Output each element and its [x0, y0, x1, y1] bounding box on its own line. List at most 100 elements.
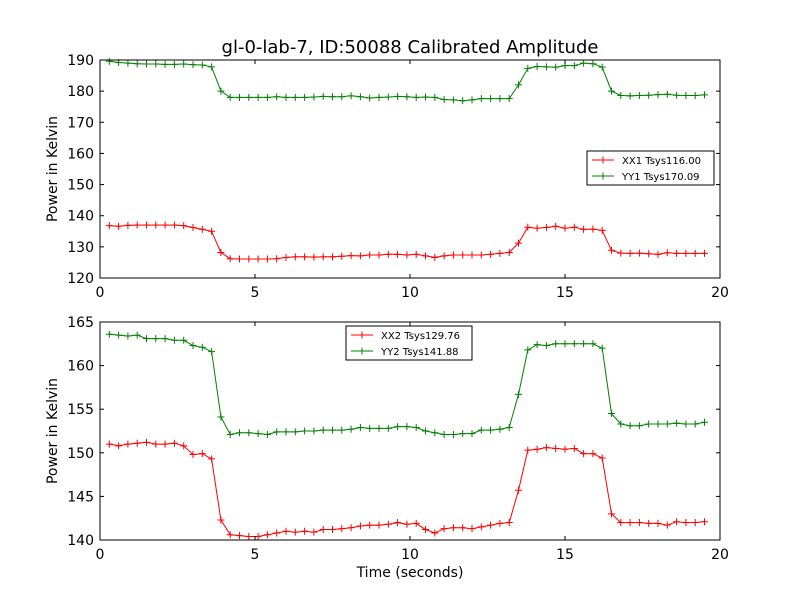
data-point	[263, 531, 271, 539]
data-point	[319, 92, 327, 100]
data-point	[217, 248, 225, 256]
data-point	[245, 255, 253, 263]
data-point	[524, 346, 532, 354]
data-point	[366, 521, 374, 529]
data-point	[440, 525, 448, 533]
data-point	[208, 348, 216, 356]
data-point	[645, 250, 653, 258]
data-point	[133, 221, 141, 229]
data-point	[208, 455, 216, 463]
data-point	[487, 250, 495, 258]
data-point	[533, 341, 541, 349]
data-point	[254, 93, 262, 101]
data-point	[152, 440, 160, 448]
data-point	[403, 251, 411, 259]
data-point	[449, 251, 457, 259]
data-point	[291, 528, 299, 536]
data-point	[263, 255, 271, 263]
data-point	[189, 224, 197, 232]
data-point	[301, 93, 309, 101]
data-point	[505, 95, 513, 103]
data-point	[170, 60, 178, 68]
data-point	[617, 249, 625, 257]
data-point	[701, 518, 708, 526]
data-point	[263, 93, 271, 101]
data-point	[663, 249, 671, 257]
data-point	[673, 419, 681, 427]
x-tick-label: 10	[401, 285, 419, 301]
data-point	[403, 93, 411, 101]
data-point	[468, 251, 476, 259]
x-tick-label: 5	[251, 285, 260, 301]
data-point	[245, 429, 253, 437]
data-point	[431, 93, 439, 101]
y-tick-label: 150	[67, 178, 94, 194]
data-point	[198, 225, 206, 233]
data-point	[617, 420, 625, 428]
data-point	[422, 252, 429, 260]
data-point	[561, 224, 569, 232]
data-point	[635, 422, 643, 430]
data-point	[487, 95, 495, 103]
data-point	[170, 336, 178, 344]
data-point	[598, 63, 606, 71]
data-point	[496, 519, 504, 527]
data-point	[384, 250, 392, 258]
data-point	[310, 528, 318, 536]
data-point	[236, 429, 243, 437]
y-tick-label: 180	[67, 84, 94, 100]
data-point	[682, 249, 690, 257]
y-tick-label: 140	[67, 533, 94, 549]
data-point	[105, 57, 113, 65]
data-point	[635, 519, 643, 527]
data-point	[375, 521, 383, 529]
data-point	[561, 340, 569, 348]
data-point	[701, 418, 708, 426]
data-point	[701, 249, 708, 257]
data-point	[663, 90, 671, 98]
data-point	[189, 342, 197, 350]
data-point	[217, 516, 225, 524]
data-point	[477, 523, 485, 531]
legend-marker	[358, 331, 366, 339]
data-point	[329, 253, 336, 261]
data-point	[626, 519, 634, 527]
data-point	[412, 519, 420, 527]
data-point	[496, 425, 504, 433]
data-point	[254, 533, 262, 541]
y-tick-label: 130	[67, 240, 94, 256]
data-point	[338, 93, 346, 101]
data-point	[635, 92, 643, 100]
data-point	[645, 519, 653, 527]
data-point	[608, 410, 615, 418]
x-tick-label: 15	[556, 547, 574, 563]
data-point	[384, 520, 392, 528]
data-point	[542, 342, 550, 350]
data-point	[654, 420, 662, 428]
data-point	[273, 428, 281, 436]
data-point	[487, 426, 495, 434]
data-point	[691, 519, 699, 527]
data-point	[226, 93, 234, 101]
data-point	[412, 250, 420, 258]
data-point	[133, 331, 141, 339]
data-point	[282, 527, 290, 535]
data-point	[440, 96, 448, 104]
data-point	[319, 426, 327, 434]
data-point	[115, 442, 123, 450]
data-point	[542, 444, 550, 452]
data-point	[505, 424, 513, 432]
data-point	[161, 60, 169, 68]
data-point	[366, 424, 374, 432]
data-point	[580, 450, 588, 458]
data-point	[487, 521, 495, 529]
y-tick-label: 190	[67, 53, 94, 69]
data-point	[180, 60, 188, 68]
data-point	[403, 520, 411, 528]
data-point	[663, 420, 671, 428]
data-point	[319, 526, 327, 534]
data-point	[570, 340, 578, 348]
data-point	[673, 91, 681, 99]
data-point	[440, 430, 448, 438]
data-point	[236, 255, 243, 263]
